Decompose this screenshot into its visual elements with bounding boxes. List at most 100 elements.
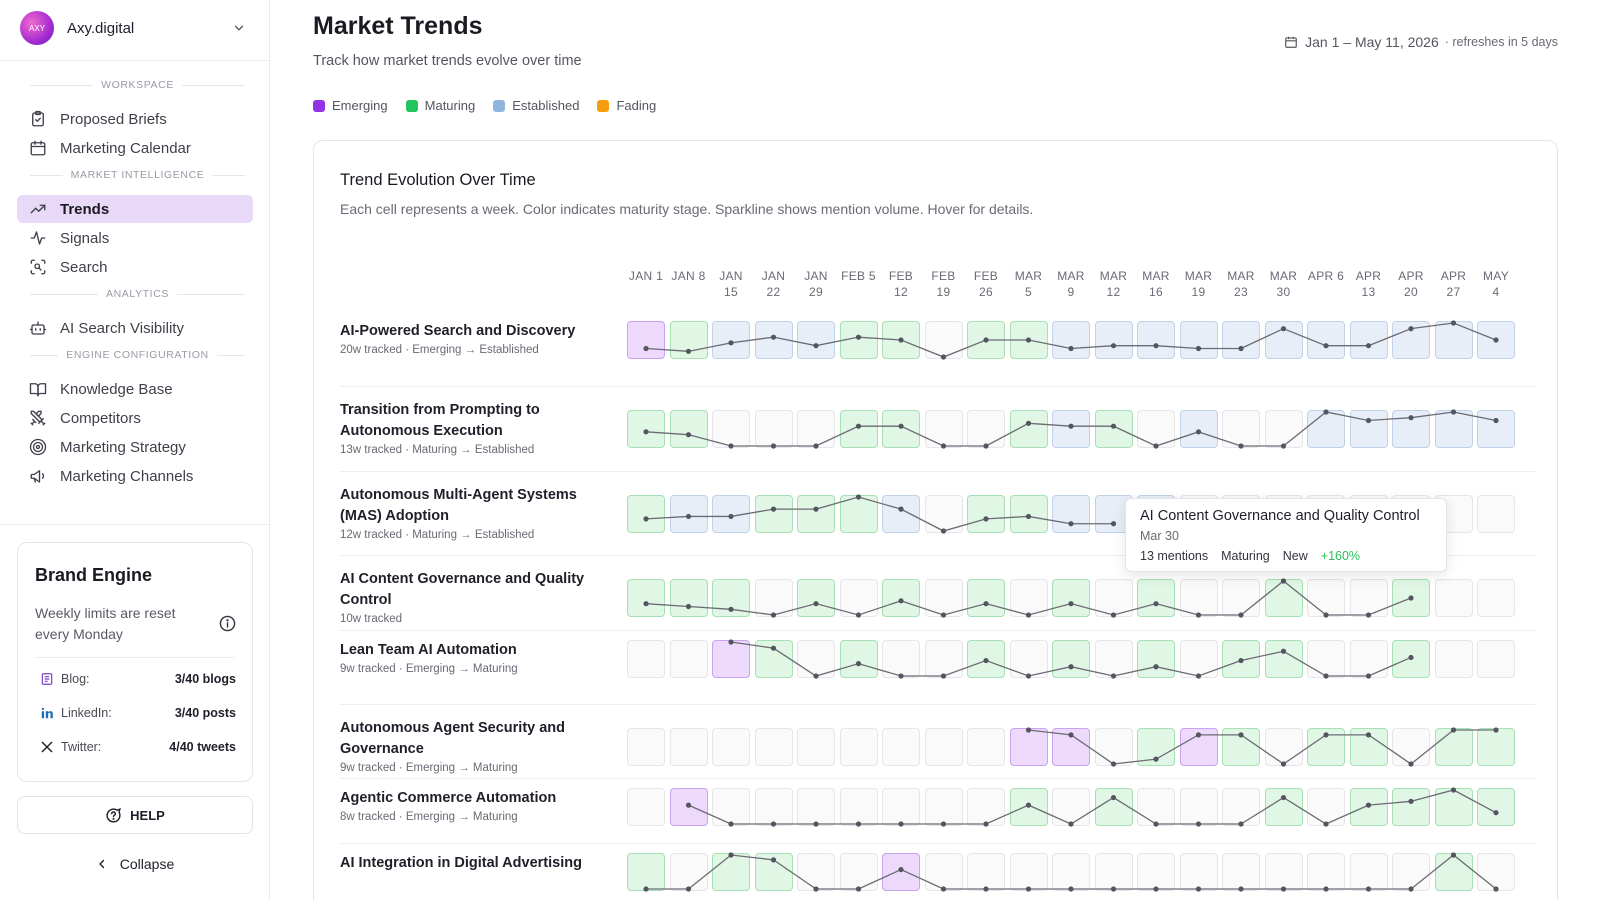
week-cell[interactable]	[1264, 640, 1303, 678]
week-cell[interactable]	[1094, 410, 1133, 448]
date-range[interactable]: Jan 1 – May 11, 2026 · refreshes in 5 da…	[1284, 34, 1558, 50]
trend-row[interactable]: AI Integration in Digital Advertising	[314, 852, 1557, 900]
week-cell[interactable]	[967, 410, 1005, 448]
week-cell[interactable]	[712, 495, 750, 533]
week-cell[interactable]	[1222, 410, 1260, 448]
week-cell[interactable]	[1137, 853, 1175, 891]
week-cell[interactable]	[1052, 579, 1090, 617]
week-cell[interactable]	[1392, 579, 1430, 617]
week-cell[interactable]	[1009, 788, 1048, 826]
week-cell[interactable]	[1052, 728, 1090, 766]
week-cell[interactable]	[967, 728, 1005, 766]
week-cell[interactable]	[1137, 579, 1175, 617]
week-cell[interactable]	[1307, 728, 1345, 766]
week-cell[interactable]	[1307, 579, 1345, 617]
workspace-switcher[interactable]: AXY Axy.digital	[20, 9, 250, 47]
week-cell[interactable]	[1349, 321, 1388, 359]
week-cell[interactable]	[967, 579, 1005, 617]
sidebar-item-marketing-strategy[interactable]: Marketing Strategy	[17, 433, 253, 461]
sidebar-item-signals[interactable]: Signals	[17, 224, 253, 252]
week-cell[interactable]	[924, 640, 963, 678]
week-cell[interactable]	[1052, 321, 1090, 359]
week-cell[interactable]	[1179, 410, 1218, 448]
week-cell[interactable]	[967, 788, 1005, 826]
week-cell[interactable]	[797, 853, 835, 891]
week-cell[interactable]	[1434, 788, 1473, 826]
week-cell[interactable]	[1264, 853, 1303, 891]
week-cell[interactable]	[797, 495, 835, 533]
week-cell[interactable]	[1264, 788, 1303, 826]
week-cell[interactable]	[754, 410, 793, 448]
week-cell[interactable]	[1392, 410, 1430, 448]
week-cell[interactable]	[967, 495, 1005, 533]
week-cell[interactable]	[1434, 728, 1473, 766]
week-cell[interactable]	[1434, 579, 1473, 617]
trend-row[interactable]: Autonomous Agent Security and Governance 9…	[314, 714, 1557, 794]
week-cell[interactable]	[1094, 321, 1133, 359]
week-cell[interactable]	[1052, 853, 1090, 891]
week-cell[interactable]	[627, 495, 665, 533]
week-cell[interactable]	[1009, 410, 1048, 448]
week-cell[interactable]	[1009, 321, 1048, 359]
week-cell[interactable]	[1222, 579, 1260, 617]
week-cell[interactable]	[967, 321, 1005, 359]
week-cell[interactable]	[1137, 410, 1175, 448]
trend-row[interactable]: Lean Team AI Automation 9w tracked · Emer…	[314, 639, 1557, 720]
week-cell[interactable]	[1222, 853, 1260, 891]
week-cell[interactable]	[1392, 788, 1430, 826]
week-cell[interactable]	[627, 640, 665, 678]
week-cell[interactable]	[1052, 640, 1090, 678]
trend-row[interactable]: Transition from Prompting to Autonomous E…	[314, 396, 1557, 476]
sidebar-item-proposed-briefs[interactable]: Proposed Briefs	[17, 105, 253, 133]
week-cell[interactable]	[754, 579, 793, 617]
sidebar-item-marketing-channels[interactable]: Marketing Channels	[17, 462, 253, 490]
week-cell[interactable]	[1009, 640, 1048, 678]
week-cell[interactable]	[627, 853, 665, 891]
week-cell[interactable]	[1264, 321, 1303, 359]
week-cell[interactable]	[1009, 853, 1048, 891]
week-cell[interactable]	[1179, 788, 1218, 826]
week-cell[interactable]	[1009, 728, 1048, 766]
collapse-button[interactable]: Collapse	[17, 852, 253, 876]
week-cell[interactable]	[1052, 410, 1090, 448]
week-cell[interactable]	[627, 321, 665, 359]
week-cell[interactable]	[924, 853, 963, 891]
week-cell[interactable]	[1094, 640, 1133, 678]
week-cell[interactable]	[839, 640, 878, 678]
week-cell[interactable]	[1264, 410, 1303, 448]
week-cell[interactable]	[669, 640, 708, 678]
week-cell[interactable]	[1009, 579, 1048, 617]
week-cell[interactable]	[627, 788, 665, 826]
week-cell[interactable]	[754, 788, 793, 826]
week-cell[interactable]	[1307, 788, 1345, 826]
week-cell[interactable]	[839, 410, 878, 448]
week-cell[interactable]	[882, 640, 920, 678]
week-cell[interactable]	[924, 495, 963, 533]
week-cell[interactable]	[797, 728, 835, 766]
week-cell[interactable]	[1477, 321, 1515, 359]
week-cell[interactable]	[1222, 788, 1260, 826]
week-cell[interactable]	[1179, 640, 1218, 678]
week-cell[interactable]	[1179, 321, 1218, 359]
week-cell[interactable]	[627, 728, 665, 766]
sidebar-item-knowledge-base[interactable]: Knowledge Base	[17, 375, 253, 403]
week-cell[interactable]	[1392, 321, 1430, 359]
help-button[interactable]: HELP	[17, 796, 253, 834]
week-cell[interactable]	[754, 640, 793, 678]
week-cell[interactable]	[924, 579, 963, 617]
week-cell[interactable]	[1477, 788, 1515, 826]
week-cell[interactable]	[797, 410, 835, 448]
week-cell[interactable]	[1477, 410, 1515, 448]
week-cell[interactable]	[1477, 579, 1515, 617]
week-cell[interactable]	[797, 788, 835, 826]
week-cell[interactable]	[1434, 640, 1473, 678]
week-cell[interactable]	[839, 495, 878, 533]
week-cell[interactable]	[1434, 321, 1473, 359]
week-cell[interactable]	[1307, 410, 1345, 448]
week-cell[interactable]	[669, 410, 708, 448]
week-cell[interactable]	[1349, 853, 1388, 891]
week-cell[interactable]	[1349, 728, 1388, 766]
week-cell[interactable]	[1222, 321, 1260, 359]
week-cell[interactable]	[669, 579, 708, 617]
week-cell[interactable]	[712, 853, 750, 891]
